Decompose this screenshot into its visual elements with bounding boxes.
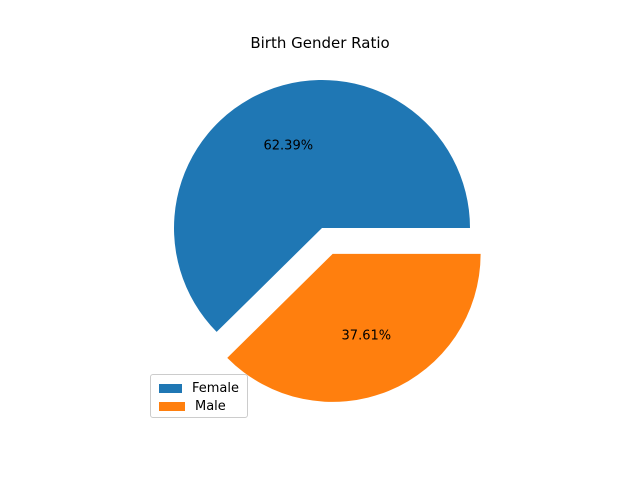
legend-label-male: Male (195, 398, 226, 414)
legend-item-male: Male (159, 397, 239, 415)
pct-label-female: 62.39% (264, 138, 314, 153)
legend-swatch-female (159, 383, 182, 393)
pie-slice-male (227, 253, 481, 402)
legend-swatch-male (159, 401, 185, 411)
legend: Female Male (150, 374, 248, 418)
pct-label-male: 37.61% (342, 329, 392, 344)
pie-slice-female (174, 80, 470, 332)
legend-item-female: Female (159, 379, 239, 397)
legend-label-female: Female (191, 380, 239, 396)
chart-title: Birth Gender Ratio (250, 34, 390, 52)
